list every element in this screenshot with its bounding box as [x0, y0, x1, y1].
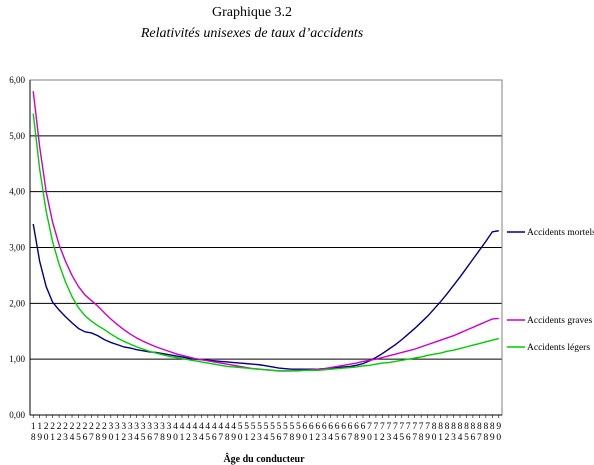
series-lines: [32, 91, 499, 372]
chart-title: Graphique 3.2: [212, 5, 292, 20]
y-tick-label: 6,00: [9, 75, 25, 85]
y-tick-label: 1,00: [9, 354, 25, 364]
y-tick-label: 5,00: [9, 131, 25, 141]
y-axis-ticks: 0,00 1,00 2,00 3,00 4,00 5,00 6,00: [9, 75, 25, 420]
legend: Accidents mortels Accidents graves Acciden…: [507, 228, 594, 353]
y-tick-label: 3,00: [9, 243, 25, 253]
x-axis-ticks: 1 81 92 02 12 22 32 42 52 62 72 82 93 03 13 23 33 43 53 63 7…: [31, 415, 501, 443]
series-line-1: [32, 223, 499, 370]
gridlines: [29, 79, 503, 416]
legend-label: Accidents légers: [527, 343, 590, 353]
legend-label: Accidents graves: [527, 316, 592, 326]
x-axis-label: Âge du conducteur: [223, 453, 305, 465]
chart-subtitle: Relativités unisexes de taux d’accidents: [140, 26, 364, 41]
y-tick-label: 4,00: [9, 187, 25, 197]
y-tick-label: 0,00: [9, 410, 25, 420]
series-line-3: [32, 113, 499, 372]
legend-label: Accidents mortels: [527, 228, 594, 238]
y-tick-label: 2,00: [9, 298, 25, 308]
